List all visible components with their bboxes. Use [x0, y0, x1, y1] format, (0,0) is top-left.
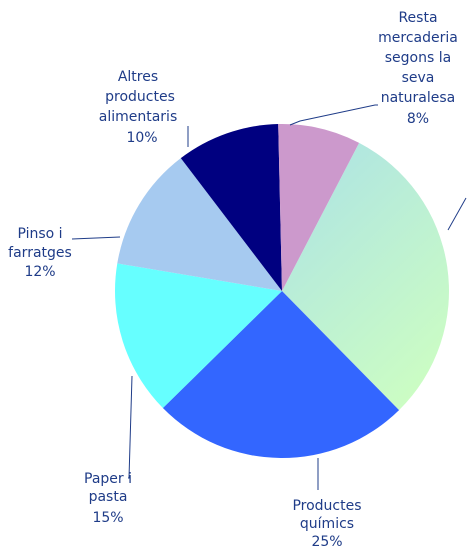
- pie-slice-6: [278, 124, 360, 291]
- pie-slice-4: [117, 158, 282, 291]
- slice-label-6-line-3: segons la: [385, 50, 451, 66]
- pie-slice-1: [282, 142, 449, 411]
- slice-label-6-line-2: mercaderia: [378, 30, 458, 46]
- pie-slice-5: [180, 124, 282, 292]
- slice-percent-3: 15%: [92, 510, 123, 526]
- slice-label-3-line-1: Paper i: [84, 471, 132, 487]
- slice-label-5-line-3: alimentaris: [99, 109, 178, 125]
- leader-line-6: [289, 104, 378, 126]
- slice-label-3-line-2: pasta: [89, 489, 128, 505]
- slice-label-6-line-4: seva: [402, 70, 435, 86]
- leader-line-4: [71, 236, 121, 240]
- slice-label-5-line-2: productes: [105, 89, 175, 105]
- slice-percent-6: 8%: [407, 111, 429, 127]
- pie-slice-2: [162, 291, 400, 458]
- slice-label-2-line-1: Productes: [292, 498, 361, 514]
- slice-label-5-line-1: Altres: [118, 69, 158, 85]
- slice-label-6-line-1: Resta: [398, 10, 437, 26]
- slice-percent-5: 10%: [126, 130, 157, 146]
- slice-label-4-line-1: Pinso i: [17, 226, 62, 242]
- leader-line-3: [128, 375, 133, 479]
- slice-label-4-line-2: farratges: [8, 245, 72, 261]
- slice-percent-4: 12%: [24, 264, 55, 280]
- leader-line-1: [447, 197, 467, 231]
- slice-label-2-line-2: químics: [300, 516, 354, 532]
- slice-percent-2: 25%: [311, 534, 342, 550]
- slice-label-6-line-5: naturalesa: [381, 90, 456, 106]
- pie-slice-3: [114, 263, 282, 409]
